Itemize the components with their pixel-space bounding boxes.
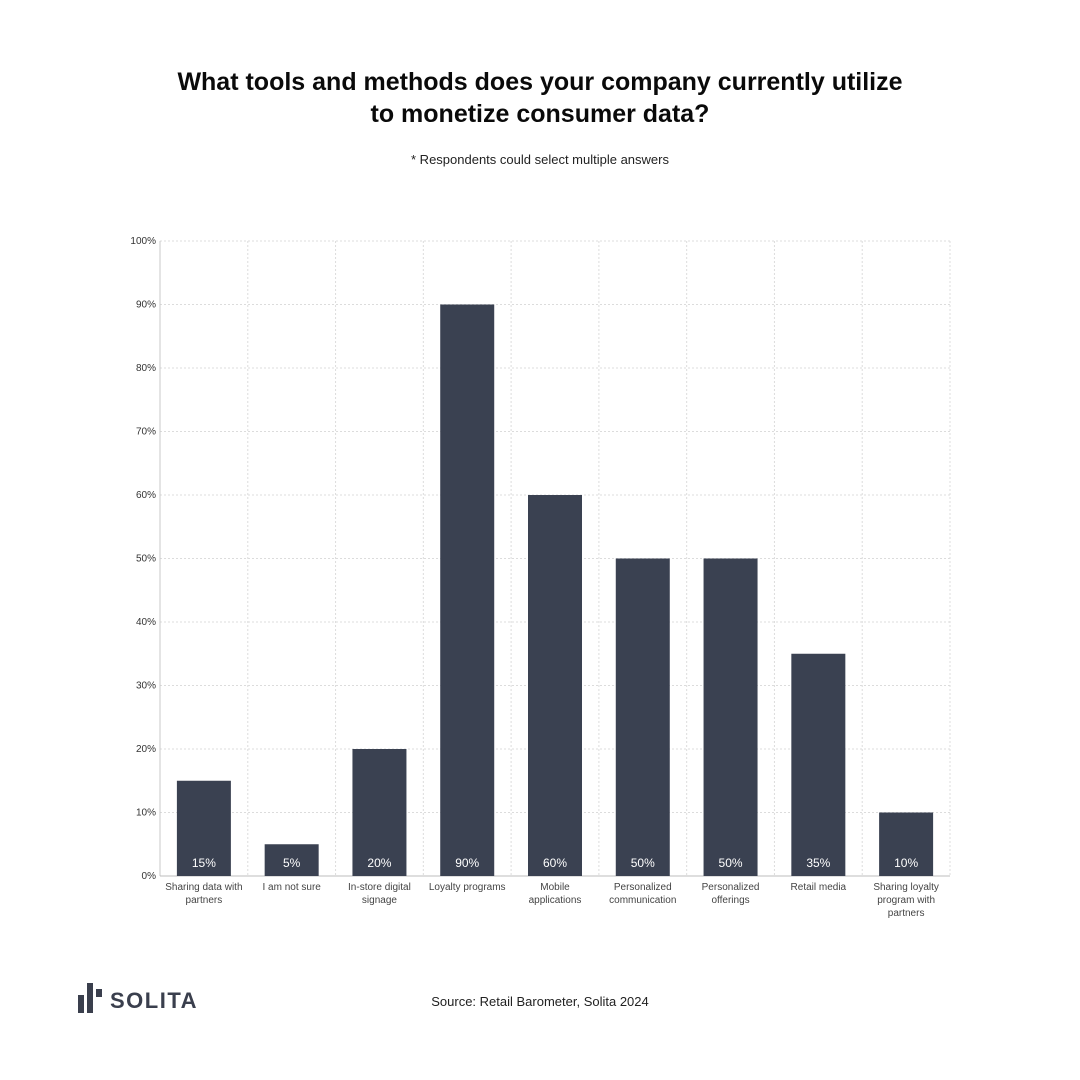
y-tick-label: 30%	[136, 681, 156, 692]
bar-value-label: 10%	[894, 856, 918, 870]
y-tick-label: 10%	[136, 808, 156, 819]
bar	[528, 495, 582, 876]
bar-value-label: 15%	[192, 856, 216, 870]
x-category-label: Retail media	[791, 882, 847, 893]
bar-value-label: 20%	[367, 856, 391, 870]
x-category-label: Loyalty programs	[429, 882, 506, 893]
solita-logo: SOLITA	[78, 983, 198, 1013]
y-tick-label: 50%	[136, 554, 156, 565]
y-tick-label: 40%	[136, 617, 156, 628]
x-category-label-line: Personalized	[614, 882, 672, 893]
x-category-label-line: partners	[888, 908, 925, 919]
y-tick-label: 80%	[136, 363, 156, 374]
bar-value-label: 60%	[543, 856, 567, 870]
y-tick-label: 90%	[136, 300, 156, 311]
x-category-label-line: Loyalty programs	[429, 882, 506, 893]
solita-logo-icon	[78, 983, 102, 1013]
x-category-label: I am not sure	[262, 882, 321, 893]
x-category-label-line: I am not sure	[262, 882, 321, 893]
bar-value-label: 50%	[631, 856, 655, 870]
x-category-label-line: Sharing data with	[165, 882, 242, 893]
y-tick-label: 70%	[136, 427, 156, 438]
x-category-label-line: program with	[877, 895, 935, 906]
x-category-label: Sharing loyalty program with partners	[873, 882, 939, 919]
x-category-label-line: offerings	[711, 895, 749, 906]
bar	[615, 558, 670, 876]
bar	[703, 558, 758, 876]
bar	[440, 304, 495, 876]
bar	[264, 844, 319, 876]
x-category-label-line: partners	[186, 895, 223, 906]
y-tick-label: 20%	[136, 744, 156, 755]
y-tick-label: 100%	[130, 236, 156, 247]
x-category-label-line: applications	[529, 895, 582, 906]
x-category-label: Personalized communication	[609, 882, 676, 906]
solita-logo-text: SOLITA	[110, 988, 199, 1013]
x-category-label-line: Personalized	[702, 882, 760, 893]
chart-title-line-1: What tools and methods does your company…	[177, 68, 903, 96]
bar-value-label: 5%	[283, 856, 301, 870]
x-category-label: Mobile applications	[529, 882, 582, 906]
x-category-label-line: signage	[362, 895, 397, 906]
chart-subtitle: * Respondents could select multiple answ…	[411, 152, 669, 167]
source-note: Source: Retail Barometer, Solita 2024	[431, 994, 649, 1009]
x-category-label-line: In-store digital	[348, 882, 411, 893]
x-category-label-line: Sharing loyalty	[873, 882, 939, 893]
y-tick-label: 60%	[136, 490, 156, 501]
chart-title-line-2: to monetize consumer data?	[370, 100, 710, 128]
x-category-label-line: Retail media	[791, 882, 847, 893]
bar-value-label: 90%	[455, 856, 479, 870]
x-category-label-line: communication	[609, 895, 676, 906]
bar-value-label: 35%	[806, 856, 830, 870]
bar	[791, 653, 846, 876]
bar-value-label: 50%	[719, 856, 743, 870]
y-tick-label: 0%	[142, 871, 157, 882]
bar	[176, 780, 231, 876]
chart-title: What tools and methods does your company…	[140, 66, 940, 130]
x-category-label-line: Mobile	[540, 882, 570, 893]
bar	[352, 749, 407, 876]
x-category-label: Personalized offerings	[702, 882, 760, 906]
x-category-label: In-store digital signage	[348, 882, 411, 906]
bar	[879, 812, 934, 876]
x-category-label: Sharing data with partners	[165, 882, 242, 906]
